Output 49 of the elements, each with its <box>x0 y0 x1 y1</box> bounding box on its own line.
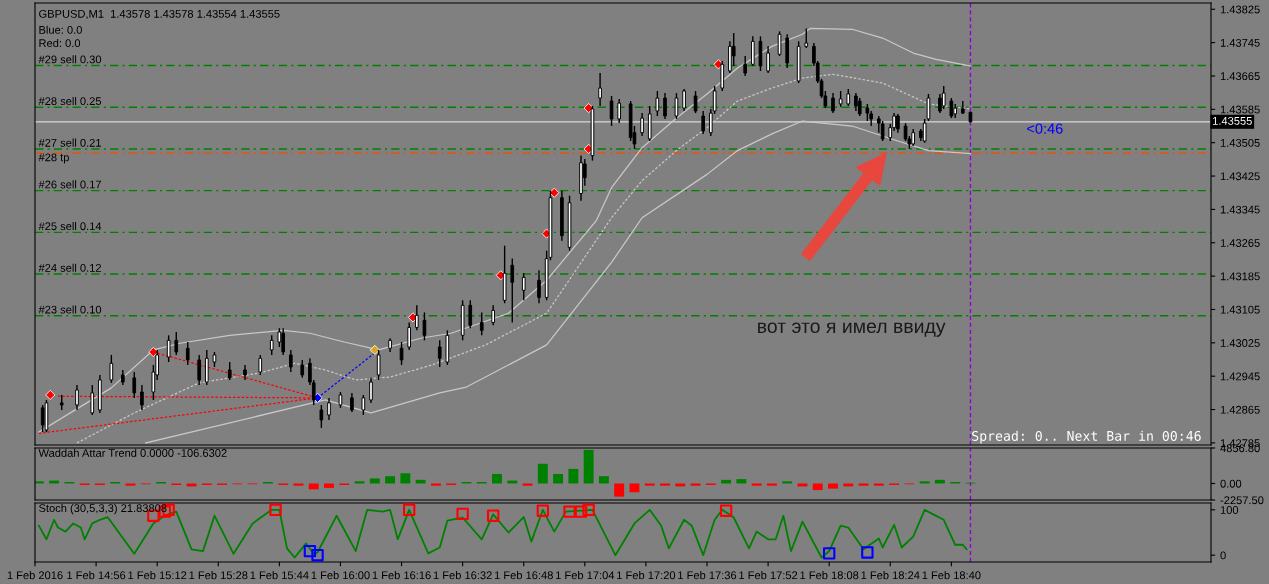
annotation: Spread: 0.. Next Bar in 00:46 <box>972 430 1201 444</box>
x-tick-label: 1 Feb 16:00 <box>311 571 370 580</box>
x-tick-label: 1 Feb 15:44 <box>250 571 309 580</box>
ref-line-label: #23 sell 0.10 <box>38 305 102 314</box>
x-tick-label: 1 Feb 15:28 <box>189 571 248 580</box>
x-tick-label: 1 Feb 16:48 <box>494 571 553 580</box>
x-tick-label: 1 Feb 17:52 <box>739 571 798 580</box>
ref-line-label: #28 sell 0.25 <box>38 96 102 106</box>
y-tick-label: 1.43345 <box>1220 205 1260 214</box>
y-tick-label: 0 <box>1220 551 1226 560</box>
x-tick-label: 1 Feb 15:12 <box>128 571 187 580</box>
x-tick-label: 1 Feb 14:56 <box>67 571 126 580</box>
x-tick-label: 1 Feb 2016 <box>7 571 63 580</box>
x-tick-label: 1 Feb 17:20 <box>617 571 676 580</box>
y-tick-label: 0.00 <box>1220 479 1242 488</box>
y-tick-label: 1.42945 <box>1220 372 1260 381</box>
x-tick-label: 1 Feb 17:36 <box>678 571 737 580</box>
x-tick-label: 1 Feb 18:24 <box>861 571 920 580</box>
x-tick-label: 1 Feb 16:32 <box>433 571 492 580</box>
annotation: вот это я имел ввиду <box>758 322 946 337</box>
x-tick-label: 1 Feb 18:40 <box>922 571 981 580</box>
y-tick-label: 1.43825 <box>1220 5 1260 14</box>
ref-line-label: 1.43555 <box>1213 116 1252 125</box>
y-tick-label: 1.43025 <box>1220 339 1260 347</box>
ref-line-label: #26 sell 0.17 <box>38 180 101 189</box>
y-tick-label: 1.43425 <box>1220 172 1260 181</box>
text: GBPUSD,M1 1.43578 1.43578 1.43554 1.43555 <box>39 9 280 20</box>
x-tick-label: 1 Feb 17:04 <box>556 571 615 580</box>
x-tick-label: 1 Feb 18:08 <box>800 571 859 580</box>
y-tick-label: 100 <box>1220 506 1239 514</box>
annotation: <0:46 <box>1027 123 1063 134</box>
ref-line-label: #24 sell 0.12 <box>38 263 101 272</box>
y-tick-label: 1.42865 <box>1220 405 1260 414</box>
ref-line-label: #28 tp <box>38 153 69 164</box>
y-tick-label: 1.43505 <box>1220 138 1260 147</box>
y-tick-label: 1.43265 <box>1220 239 1260 247</box>
y-tick-label: 1.43585 <box>1220 105 1260 114</box>
y-tick-label: 1.43185 <box>1220 272 1260 281</box>
x-tick-label: 1 Feb 16:16 <box>372 571 431 580</box>
y-tick-label: 1.43665 <box>1220 72 1260 81</box>
chart-title: Waddah Attar Trend 0.0000 -106.6302 <box>38 448 227 457</box>
ref-line-label: #27 sell 0.21 <box>38 138 101 147</box>
ref-line-label: #25 sell 0.14 <box>38 221 102 231</box>
y-tick-label: 1.43745 <box>1220 38 1260 47</box>
ref-line-label: #29 sell 0.30 <box>38 55 102 64</box>
y-tick-label: 1.43105 <box>1220 305 1260 314</box>
y-tick-label: -2257.50 <box>1220 496 1264 505</box>
annotation: Blue: 0.0 <box>39 25 82 34</box>
annotation: Red: 0.0 <box>39 38 81 48</box>
